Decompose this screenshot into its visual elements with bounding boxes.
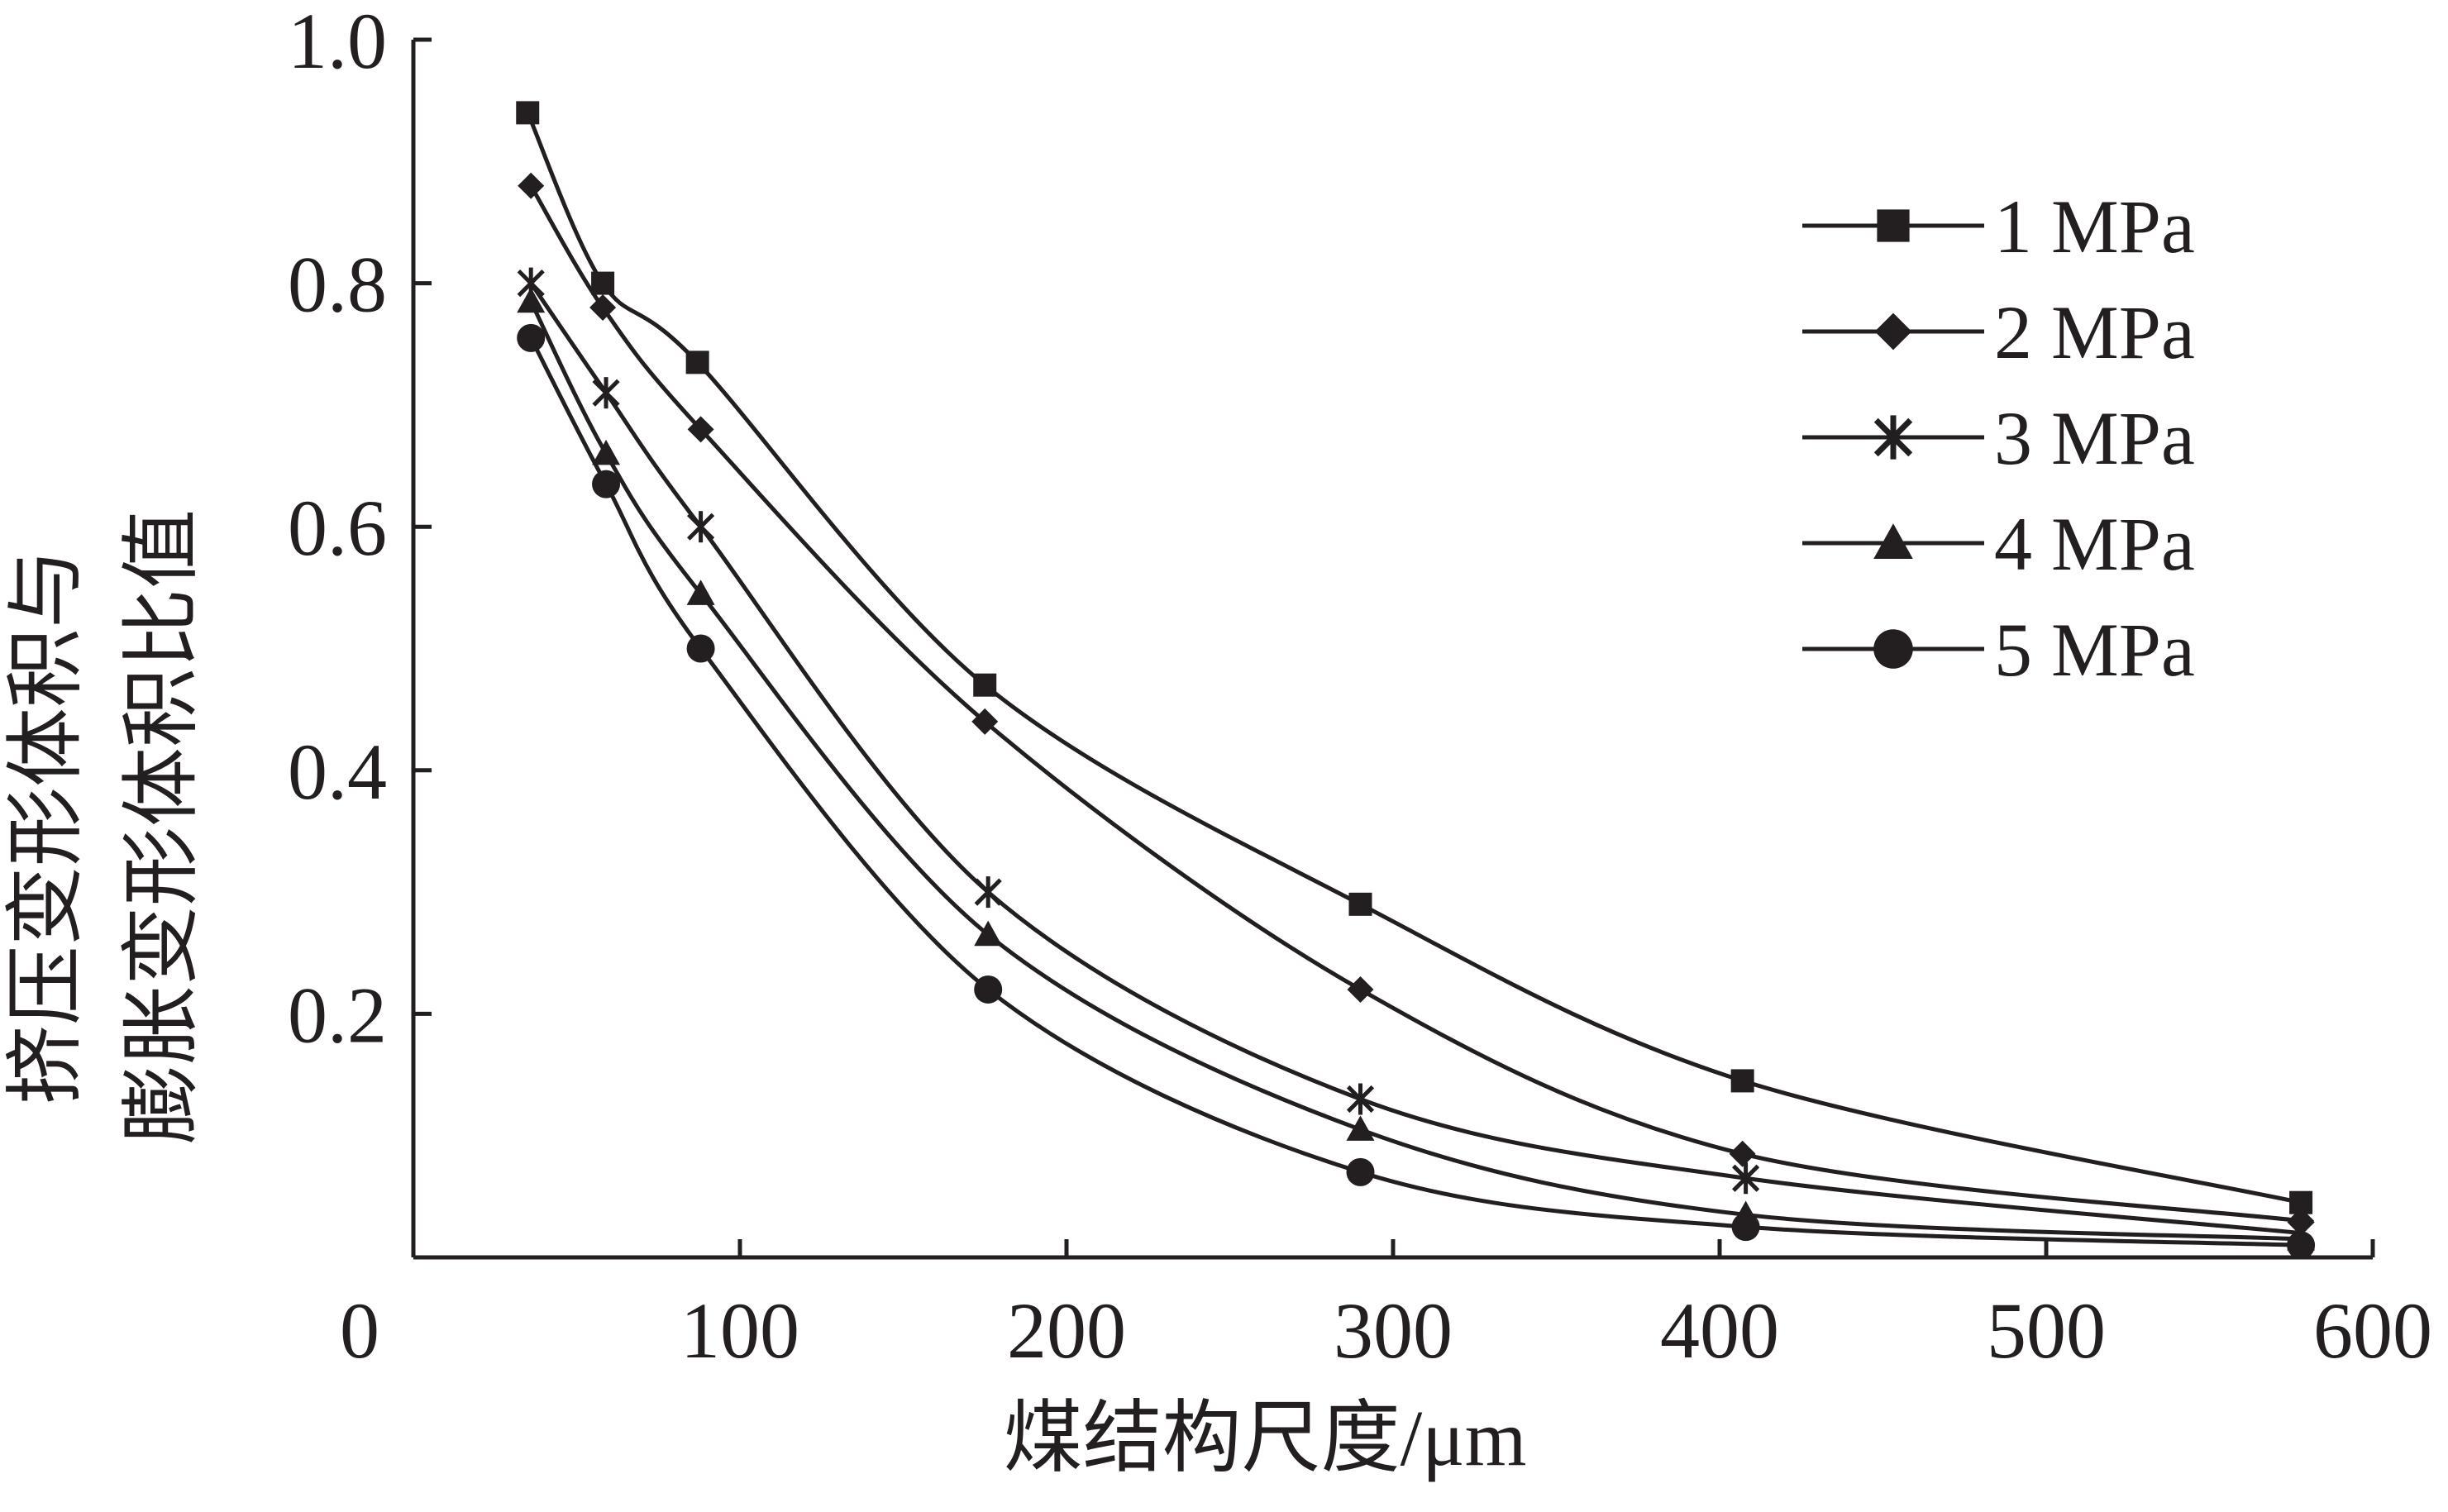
x-tick-label: 200 — [1007, 1286, 1126, 1375]
asterisk-stroke — [1873, 417, 1913, 457]
data-point-diamond — [518, 172, 545, 199]
y-tick-label: 0.4 — [288, 727, 387, 816]
series-1 — [516, 101, 2313, 1214]
data-point-diamond — [687, 416, 714, 443]
y-axis-title-line-1: 挤压变形体积与 — [2, 549, 90, 1104]
data-point-triangle — [517, 287, 546, 313]
x-tick-label: 0 — [340, 1286, 379, 1375]
data-point-circle — [1731, 1213, 1760, 1242]
data-point-triangle — [974, 920, 1003, 947]
legend-item: 5 MPa — [1802, 608, 2195, 692]
data-point-circle — [517, 323, 546, 352]
asterisk-stroke — [1732, 1164, 1760, 1192]
data-point-circle — [2287, 1231, 2316, 1260]
x-tick-label: 400 — [1660, 1286, 1779, 1375]
data-point-square — [973, 673, 997, 697]
data-point-square — [1877, 209, 1910, 242]
x-tick-label: 300 — [1334, 1286, 1453, 1375]
asterisk-stroke — [687, 513, 715, 541]
data-point-circle — [1873, 629, 1913, 669]
x-tick-label: 100 — [680, 1286, 799, 1375]
data-point-triangle — [686, 580, 715, 605]
series-line — [528, 300, 2302, 1242]
asterisk-stroke — [974, 878, 1002, 906]
x-tick-label: 500 — [1987, 1286, 2106, 1375]
data-point-circle — [686, 634, 715, 663]
data-point-diamond — [1874, 312, 1912, 351]
data-point-circle — [974, 975, 1003, 1004]
data-point-triangle — [592, 439, 621, 465]
data-point-triangle — [1346, 1115, 1375, 1141]
y-tick-label: 1.0 — [288, 0, 387, 85]
series-layer — [516, 101, 2316, 1260]
data-point-square — [591, 271, 615, 295]
data-point-asterisk — [1346, 1083, 1375, 1115]
series-line — [528, 336, 2302, 1247]
y-tick-label: 0.2 — [288, 971, 387, 1059]
asterisk-stroke — [517, 269, 545, 298]
data-point-diamond — [971, 708, 999, 735]
y-axis-title: 挤压变形体积与 膨胀变形体积比值 — [2, 509, 206, 1144]
asterisk-stroke — [1346, 1085, 1375, 1114]
legend: 1 MPa 2 MPa 3 MPa 4 MPa 5 MPa — [1802, 184, 2195, 692]
legend-label: 4 MPa — [1994, 502, 2195, 586]
y-axis-title-line-2: 膨胀变形体积比值 — [117, 509, 206, 1144]
series-line — [529, 282, 2302, 1236]
data-point-asterisk — [592, 377, 620, 409]
data-point-square — [516, 101, 540, 125]
series-5 — [517, 323, 2316, 1260]
data-point-square — [1348, 892, 1372, 916]
x-axis-title: 煤结构尺度/μm — [1004, 1394, 1527, 1482]
legend-label: 2 MPa — [1994, 290, 2195, 374]
data-point-diamond — [589, 294, 617, 322]
data-point-circle — [1346, 1157, 1375, 1186]
series-line — [529, 184, 2302, 1223]
y-tick-label: 0.6 — [288, 484, 387, 572]
data-point-asterisk — [1732, 1162, 1760, 1195]
legend-label: 5 MPa — [1994, 608, 2195, 692]
data-point-asterisk — [1873, 415, 1913, 460]
data-point-square — [685, 351, 709, 374]
data-point-asterisk — [974, 876, 1002, 909]
data-point-asterisk — [687, 511, 715, 543]
y-tick-label: 0.8 — [288, 241, 387, 329]
data-point-circle — [592, 470, 621, 498]
x-tick-label: 600 — [2313, 1286, 2432, 1375]
legend-label: 1 MPa — [1994, 184, 2195, 269]
legend-item: 2 MPa — [1802, 290, 2195, 374]
legend-item: 3 MPa — [1802, 396, 2195, 480]
axes: 0 100 200 300 400 500 600 0.2 0.4 0.6 0.8 1.0 — [288, 0, 2432, 1375]
data-point-diamond — [1729, 1140, 1756, 1167]
series-line — [525, 112, 2302, 1205]
asterisk-stroke — [592, 379, 620, 407]
legend-item: 1 MPa — [1802, 184, 2195, 269]
data-point-square — [1730, 1069, 1754, 1093]
legend-item: 4 MPa — [1802, 502, 2195, 586]
data-point-triangle — [1873, 523, 1913, 560]
legend-label: 3 MPa — [1994, 396, 2195, 480]
data-point-diamond — [1347, 975, 1374, 1003]
